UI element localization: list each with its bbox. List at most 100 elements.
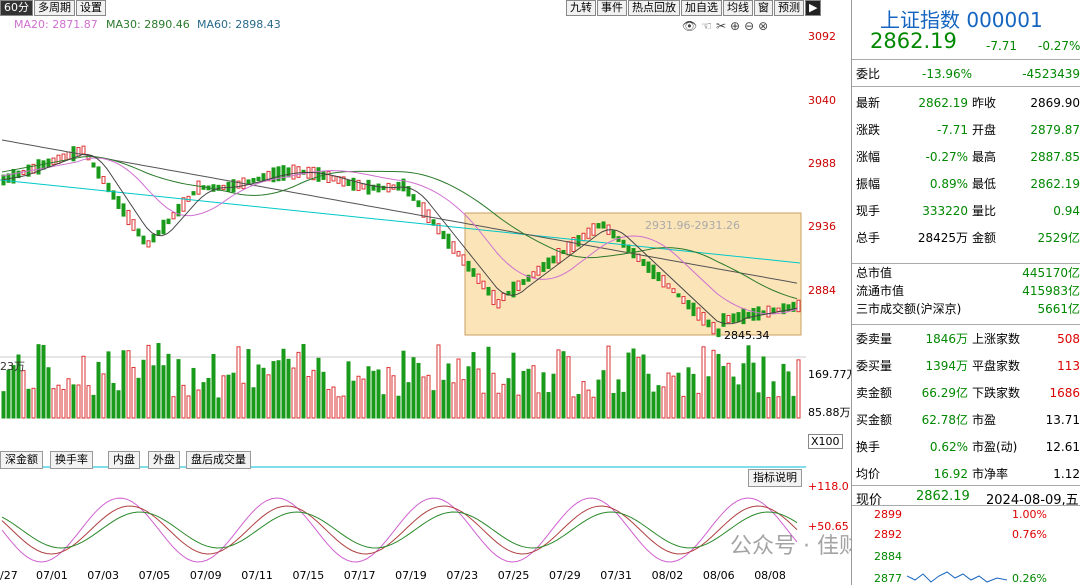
price-change-pct: -0.27%: [1038, 39, 1080, 53]
tab-inner[interactable]: 内盘: [108, 451, 140, 469]
volume-bar: [36, 344, 41, 419]
candle: [536, 265, 541, 276]
candle: [701, 311, 706, 326]
candle: [771, 307, 776, 314]
candle: [526, 274, 531, 282]
volume-bar: [366, 366, 371, 419]
volume-bar: [331, 386, 336, 419]
volume-bar: [106, 351, 111, 419]
quote-row: 现手 333220 量比 0.94: [852, 200, 1080, 222]
volume-bar: [66, 378, 71, 419]
candle: [166, 218, 171, 225]
volume-bar: [401, 350, 406, 419]
candle: [576, 235, 581, 247]
volume-bar: [566, 356, 571, 419]
events-button[interactable]: 事件: [597, 0, 627, 16]
indicator-help-button[interactable]: 指标说明: [748, 469, 802, 487]
volume-bar: [126, 350, 131, 419]
volume-bar: [186, 395, 191, 419]
tab-amount[interactable]: 深金额: [0, 451, 43, 469]
row-value: 0.89%: [929, 177, 968, 191]
volume-bar: [441, 379, 446, 419]
candle: [496, 299, 501, 309]
date-tick: 07/17: [343, 569, 376, 582]
tab-after-hours-volume[interactable]: 盘后成交量: [186, 451, 251, 469]
date-tick: 07/25: [497, 569, 530, 582]
volume-bar: [296, 351, 301, 419]
chart-tools-icons[interactable]: 👁☜✂⊕⊖⊗: [682, 19, 773, 33]
candle: [271, 167, 276, 183]
settings-button[interactable]: 设置: [76, 0, 106, 16]
jiuzhuan-button[interactable]: 九转: [566, 0, 596, 16]
candle: [481, 280, 486, 290]
volume-bar: [671, 375, 676, 419]
tab-outer[interactable]: 外盘: [148, 451, 180, 469]
candle: [376, 183, 381, 193]
date-tick: 07/05: [138, 569, 171, 582]
row-label-2: 下跌家数: [972, 386, 1021, 400]
period-toolbar: 60分 多周期 设置: [0, 0, 107, 16]
ma-lines-button[interactable]: 均线: [723, 0, 753, 16]
row-label: 最新: [856, 96, 881, 110]
volume-bar: [226, 374, 231, 419]
volume-bar: [211, 354, 216, 419]
quote-row: 最新 2862.19 昨收 2869.90: [852, 92, 1080, 114]
ma30-label: MA30: 2890.46: [106, 18, 190, 31]
candle: [121, 203, 126, 217]
candle: [331, 175, 336, 182]
volume-bar: [141, 359, 146, 419]
candle: [511, 281, 516, 298]
collapse-panel-icon[interactable]: ▶: [805, 0, 822, 16]
hotspot-replay-button[interactable]: 热点回放: [628, 0, 680, 16]
volume-bar: [136, 377, 141, 419]
window-button[interactable]: 窗: [754, 0, 773, 16]
volume-bar: [496, 392, 501, 419]
row-label-2: 市盈: [972, 413, 997, 427]
volume-bar: [86, 385, 91, 419]
volume-bar: [206, 377, 211, 419]
candle: [676, 293, 681, 298]
candle: [366, 179, 371, 195]
candle: [381, 185, 386, 191]
quote-row: 委买量 1394万 平盘家数 113: [852, 355, 1080, 377]
candle: [476, 273, 481, 284]
candle: [556, 247, 561, 264]
ma30-line: [1, 156, 798, 300]
forecast-button[interactable]: 预测: [774, 0, 804, 16]
row-label-2: 开盘: [972, 123, 997, 137]
candle: [666, 283, 671, 289]
volume-bar: [56, 384, 61, 419]
candle: [466, 260, 471, 272]
period-60min-button[interactable]: 60分: [0, 0, 33, 16]
volume-bar: [791, 395, 796, 419]
volume-bar: [171, 396, 176, 419]
volume-bar: [61, 389, 66, 419]
volume-bar: [781, 363, 786, 419]
multi-period-button[interactable]: 多周期: [34, 0, 75, 16]
volume-bar: [76, 384, 81, 419]
tools-toolbar: 九转 事件 热点回放 加自选 均线窗预测 ▶: [566, 0, 822, 16]
tab-turnover[interactable]: 换手率: [50, 451, 93, 469]
candle: [81, 145, 86, 155]
volume-bar: [681, 395, 686, 419]
row-label: 卖金额: [856, 386, 893, 400]
candle: [601, 221, 606, 229]
row-label: 买金额: [856, 413, 893, 427]
volume-bar: [651, 391, 656, 419]
row-label: 均价: [856, 467, 881, 481]
volume-bar: [716, 354, 721, 419]
current-price: 2862.19: [870, 29, 957, 53]
row-label-2: 昨收: [972, 96, 997, 110]
volume-bar: [576, 394, 581, 419]
volume-bar: [166, 353, 171, 419]
candle: [461, 254, 466, 266]
quote-row: 均价 16.92 市净率 1.12: [852, 463, 1080, 485]
add-favorite-button[interactable]: 加自选: [681, 0, 722, 16]
row-label-2: 上涨家数: [972, 332, 1021, 346]
volume-bar: [476, 368, 481, 419]
candle: [141, 235, 146, 245]
candle: [16, 170, 21, 179]
candle: [781, 303, 786, 315]
row-value-2: 508: [1057, 332, 1080, 346]
candle: [611, 230, 616, 239]
